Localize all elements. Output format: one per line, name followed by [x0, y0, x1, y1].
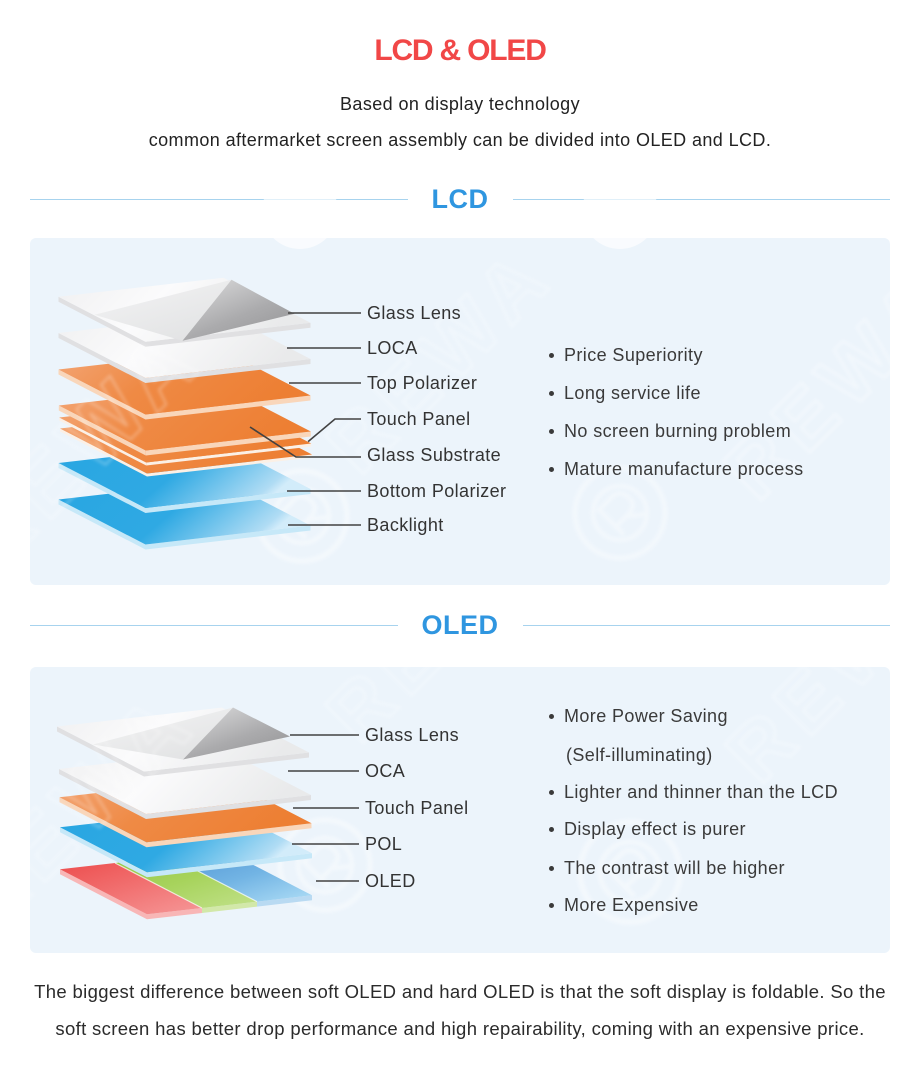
svg-text:REWA: REWA: [709, 667, 890, 799]
svg-text:REWA: REWA: [309, 667, 570, 759]
